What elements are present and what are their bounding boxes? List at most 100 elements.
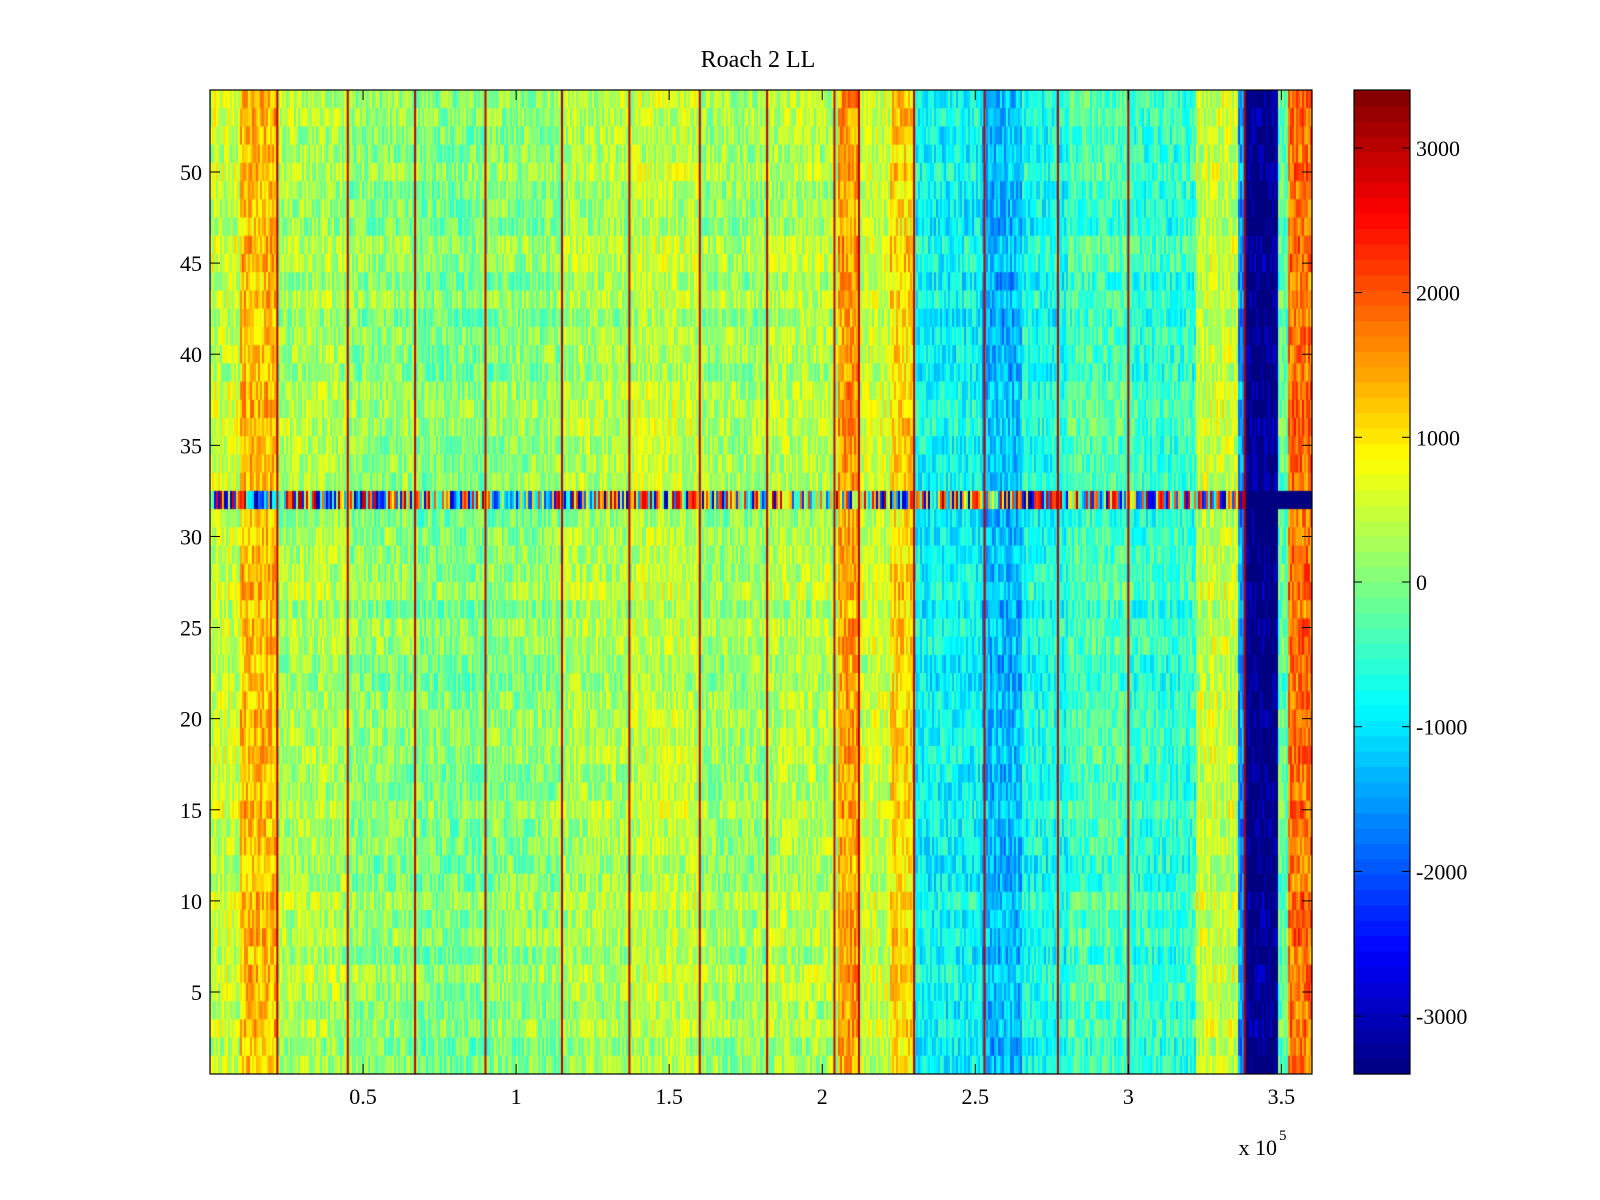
- y-tick-label: 5: [191, 980, 202, 1005]
- x-tick-label: 3: [1123, 1084, 1134, 1109]
- colorbar-swatch: [1354, 520, 1410, 537]
- colorbar-swatch: [1354, 351, 1410, 368]
- x-tick-label: 3.5: [1268, 1084, 1296, 1109]
- colorbar-swatch: [1354, 751, 1410, 768]
- x-tick-label: 2: [817, 1084, 828, 1109]
- colorbar-swatch: [1354, 566, 1410, 583]
- y-tick-label: 50: [180, 160, 202, 185]
- colorbar-swatch: [1354, 1012, 1410, 1029]
- colorbar-swatch: [1354, 658, 1410, 675]
- colorbar-swatch: [1354, 382, 1410, 399]
- y-tick-label: 15: [180, 798, 202, 823]
- colorbar-swatch: [1354, 274, 1410, 291]
- x-tick-label: 0.5: [349, 1084, 377, 1109]
- colorbar-swatch: [1354, 289, 1410, 306]
- colorbar-swatch: [1354, 136, 1410, 153]
- colorbar-swatch: [1354, 920, 1410, 937]
- colorbar-swatch: [1354, 874, 1410, 891]
- colorbar-swatch: [1354, 705, 1410, 721]
- colorbar-swatch: [1354, 505, 1410, 522]
- x-exponent-power: 5: [1279, 1128, 1287, 1144]
- colorbar-swatch: [1354, 489, 1410, 506]
- colorbar-swatch: [1354, 720, 1410, 737]
- colorbar-swatch: [1354, 166, 1410, 183]
- plot-frame: [209, 89, 1313, 1075]
- colorbar-swatch: [1354, 1058, 1410, 1075]
- colorbar-tick-label: -1000: [1416, 715, 1467, 740]
- colorbar-swatch: [1354, 90, 1410, 106]
- y-tick-label: 25: [180, 616, 202, 641]
- chart-title: Roach 2 LL: [701, 47, 816, 73]
- colorbar-swatch: [1354, 228, 1410, 245]
- colorbar-swatch: [1354, 735, 1410, 752]
- y-tick-label: 35: [180, 433, 202, 458]
- colorbar-swatch: [1354, 981, 1410, 998]
- y-axis: 5 10 15 20 25 30 35 40 45 50: [180, 160, 1312, 1005]
- colorbar-swatch: [1354, 689, 1410, 706]
- y-tick-label: 45: [180, 251, 202, 276]
- colorbar-swatch: [1354, 828, 1410, 844]
- colorbar-swatch: [1354, 412, 1410, 429]
- y-tick-label: 30: [180, 524, 202, 549]
- x-exponent: x 10 5: [1239, 1128, 1287, 1160]
- colorbar-swatch: [1354, 858, 1410, 875]
- colorbar-swatch: [1354, 781, 1410, 798]
- colorbar-swatch: [1354, 1027, 1410, 1044]
- colorbar-swatch: [1354, 336, 1410, 352]
- colorbar-ticks: 3000 2000 1000 0 -1000 -2000 -3000: [1354, 136, 1467, 1029]
- x-axis: 0.5 1 1.5 2 2.5 3 3.5: [349, 90, 1295, 1109]
- colorbar-swatch: [1354, 459, 1410, 475]
- colorbar-swatch: [1354, 997, 1410, 1014]
- colorbar-tick-label: -2000: [1416, 859, 1467, 884]
- colorbar-tick-label: 0: [1416, 570, 1427, 595]
- colorbar-swatch: [1354, 1043, 1410, 1060]
- heatmap-image: [210, 90, 1312, 1074]
- colorbar-swatch: [1354, 889, 1410, 906]
- colorbar-swatch: [1354, 843, 1410, 860]
- colorbar-swatch: [1354, 628, 1410, 645]
- colorbar-swatch: [1354, 320, 1410, 337]
- colorbar-swatch: [1354, 597, 1410, 614]
- colorbar-swatch: [1354, 259, 1410, 276]
- colorbar-swatch: [1354, 182, 1410, 199]
- colorbar-swatch: [1354, 674, 1410, 691]
- colorbar-swatch: [1354, 551, 1410, 568]
- colorbar-swatch: [1354, 397, 1410, 414]
- colorbar-swatch: [1354, 904, 1410, 921]
- colorbar-swatch: [1354, 612, 1410, 629]
- colorbar-tick-label: 2000: [1416, 281, 1460, 306]
- colorbar-swatch: [1354, 643, 1410, 660]
- x-exponent-base: x 10: [1239, 1135, 1278, 1160]
- colorbar: [1354, 90, 1410, 1075]
- colorbar-swatch: [1354, 151, 1410, 168]
- colorbar-swatch: [1354, 243, 1410, 260]
- colorbar-tick-label: 3000: [1416, 136, 1460, 161]
- colorbar-swatch: [1354, 305, 1410, 322]
- colorbar-swatch: [1354, 120, 1410, 137]
- colorbar-swatch: [1354, 197, 1410, 214]
- colorbar-swatch: [1354, 213, 1410, 229]
- colorbar-swatch: [1354, 443, 1410, 460]
- y-tick-label: 40: [180, 342, 202, 367]
- heatmap-cells: [210, 90, 1312, 1074]
- x-tick-label: 1.5: [655, 1084, 683, 1109]
- colorbar-swatch: [1354, 935, 1410, 952]
- y-tick-label: 10: [180, 889, 202, 914]
- x-tick-label: 1: [511, 1084, 522, 1109]
- x-tick-label: 2.5: [962, 1084, 990, 1109]
- colorbar-swatch: [1354, 951, 1410, 967]
- colorbar-swatch: [1354, 428, 1410, 445]
- colorbar-tick-label: 1000: [1416, 425, 1460, 450]
- colorbar-swatch: [1354, 966, 1410, 983]
- colorbar-swatch: [1354, 535, 1410, 552]
- colorbar-swatch: [1354, 366, 1410, 383]
- colorbar-swatch: [1354, 105, 1410, 122]
- colorbar-swatch: [1354, 766, 1410, 783]
- colorbar-tick-label: -3000: [1416, 1004, 1467, 1029]
- colorbar-swatch: [1354, 474, 1410, 491]
- y-tick-label: 20: [180, 707, 202, 732]
- colorbar-swatch: [1354, 582, 1410, 598]
- colorbar-swatch: [1354, 812, 1410, 829]
- colorbar-swatch: [1354, 797, 1410, 814]
